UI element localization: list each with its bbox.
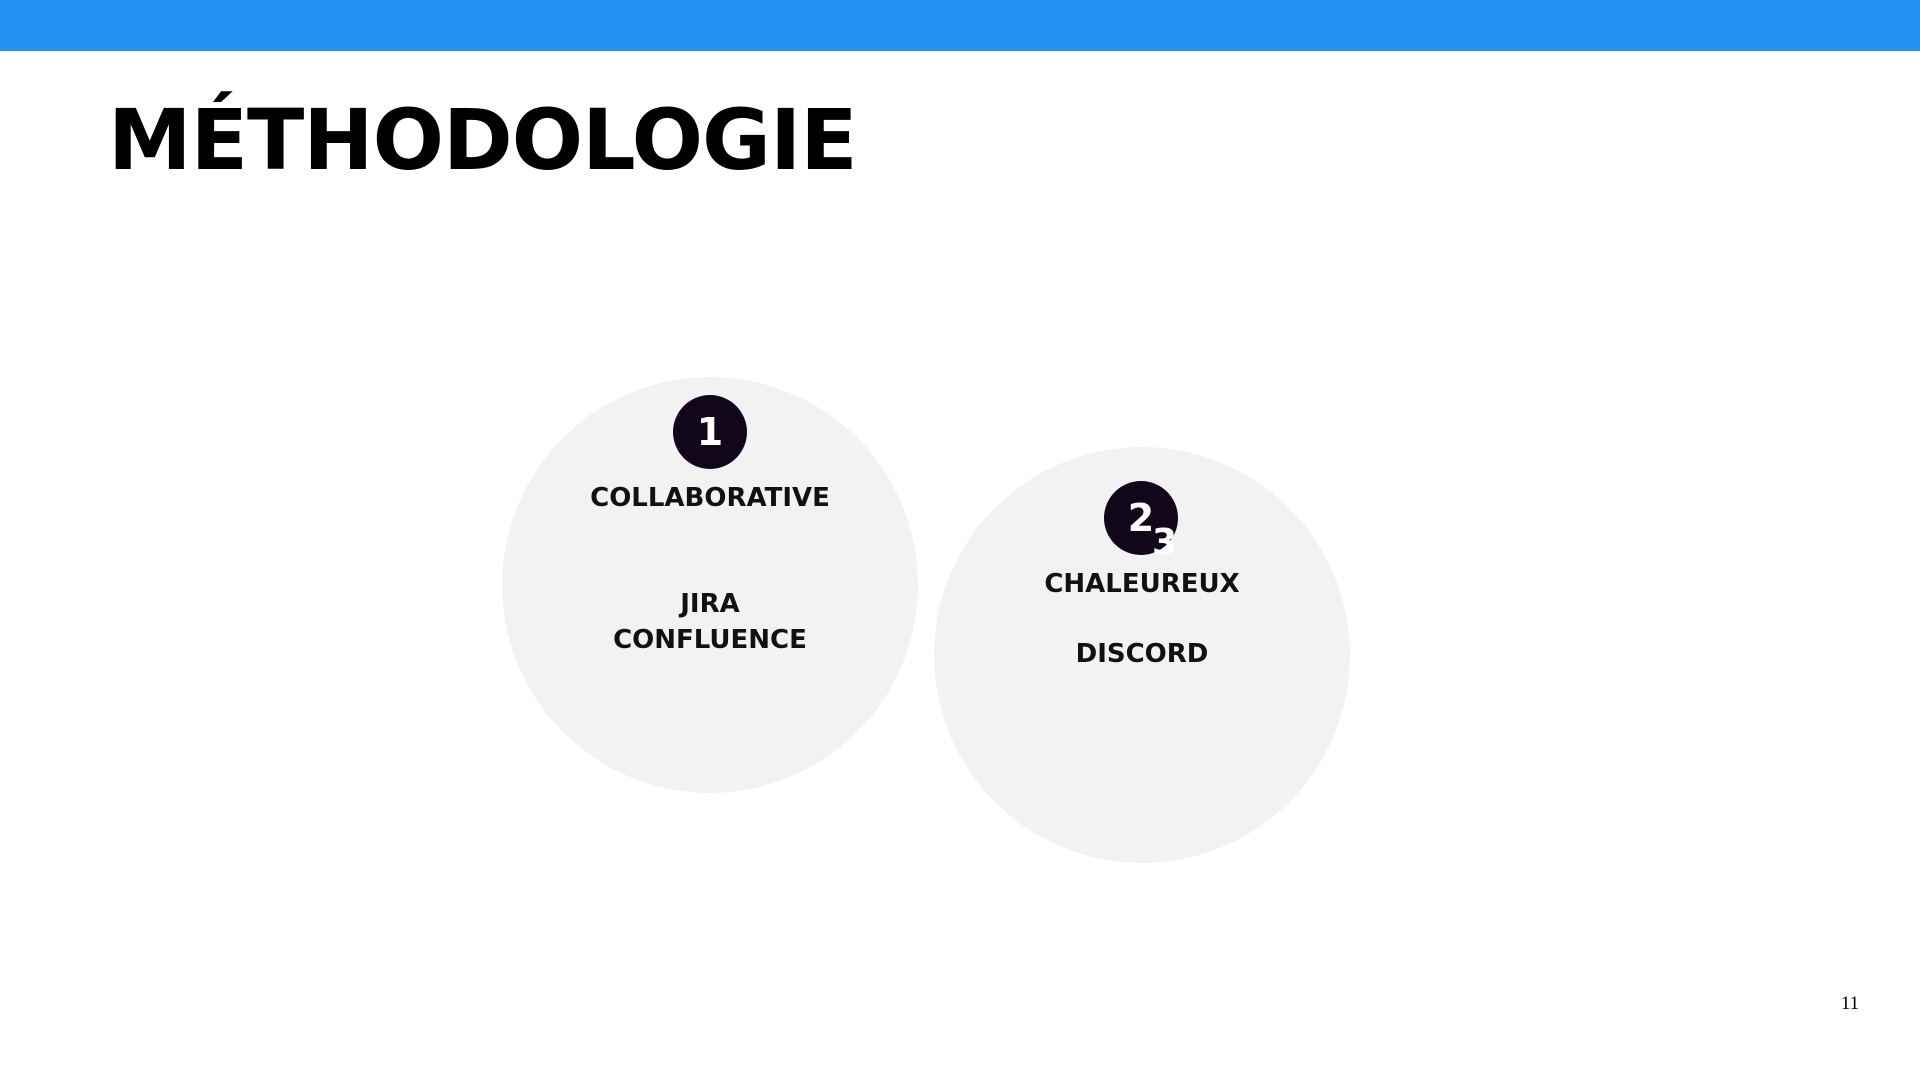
item-heading-2: CHALEUREUX: [1044, 569, 1240, 599]
item-heading-1: COLLABORATIVE: [590, 483, 830, 513]
overlapping-number-3: 3: [1152, 522, 1178, 563]
slide-title: MÉTHODOLOGIE: [108, 91, 858, 189]
number-badge-2: 2: [1104, 481, 1178, 555]
tool-discord: DISCORD: [1075, 639, 1209, 669]
item-tools-1: JIRA CONFLUENCE: [510, 586, 910, 658]
number-badge-1: 1: [673, 395, 747, 469]
tool-jira: JIRA: [680, 589, 740, 619]
tool-confluence: CONFLUENCE: [613, 625, 807, 655]
item-tools-2: DISCORD: [942, 636, 1342, 672]
page-number: 11: [1840, 993, 1860, 1014]
top-accent-bar: [0, 0, 1920, 51]
